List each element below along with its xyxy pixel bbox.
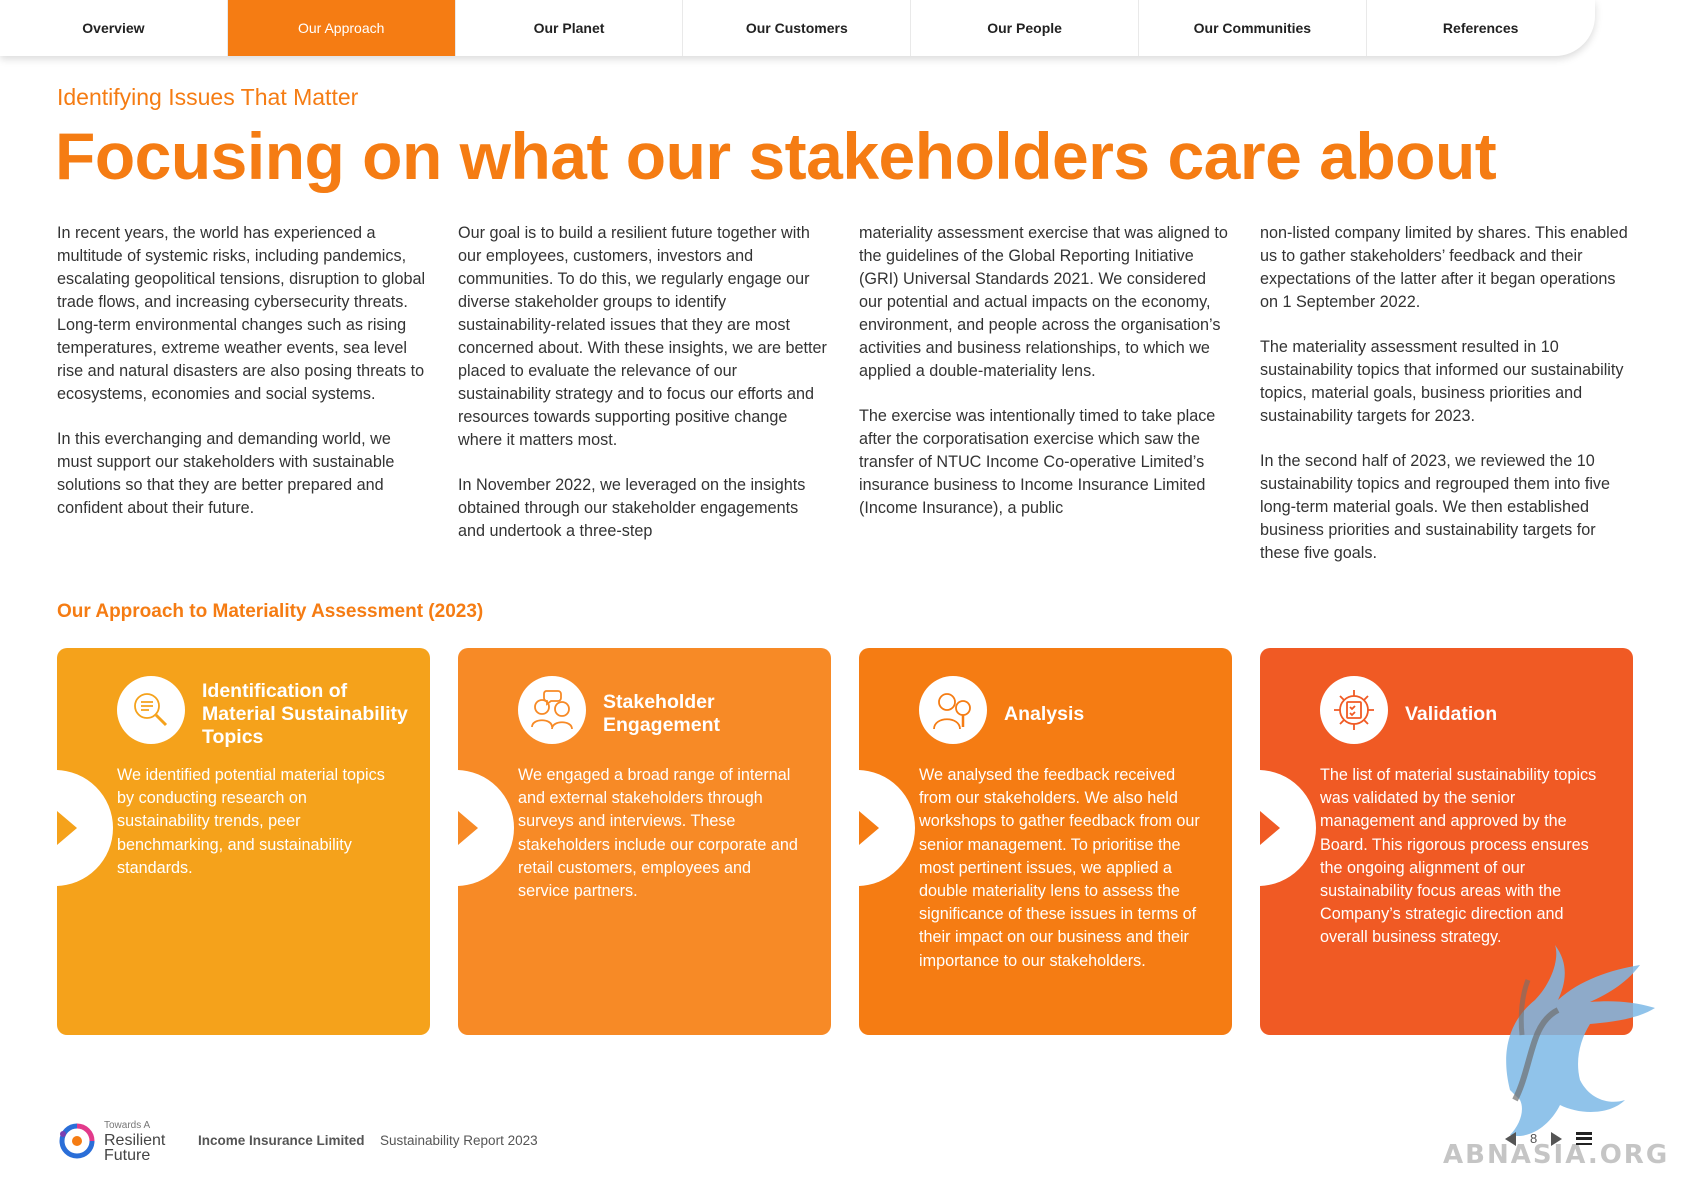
text-column-3: materiality assessment exercise that was…: [859, 222, 1229, 542]
nav-tab-references[interactable]: References: [1442, 20, 1519, 36]
previous-page-icon[interactable]: [1505, 1131, 1516, 1146]
card-body: The list of material sustainability topi…: [1320, 766, 1597, 947]
card-title: Validation: [1405, 702, 1498, 725]
card-body: We identified potential material topics …: [117, 766, 385, 877]
gear-checklist-icon: [1320, 676, 1388, 744]
logo-line-1: Resilient: [104, 1132, 166, 1149]
text-column-2: Our goal is to build a resilient future …: [458, 222, 828, 565]
nav-tab-overview[interactable]: Overview: [0, 0, 228, 56]
card-title: Stakeholder Engagement: [603, 691, 721, 736]
page-kicker: Identifying Issues That Matter: [57, 84, 359, 110]
paragraph: The materiality assessment resulted in 1…: [1260, 338, 1624, 425]
card-title: Identification of Material Sustainabilit…: [202, 679, 408, 748]
card-body: We analysed the feedback received from o…: [919, 766, 1200, 970]
logo-line-2: Future: [104, 1147, 151, 1164]
logo-wordmark: Towards A Resilient Future: [104, 1118, 166, 1164]
report-name: Sustainability Report 2023: [380, 1133, 538, 1148]
nav-tab-our-planet[interactable]: Our Planet: [456, 0, 684, 56]
menu-icon[interactable]: [1576, 1132, 1593, 1145]
chevron-right-icon: [859, 811, 879, 845]
footer-logo: Towards A Resilient Future: [56, 1118, 166, 1164]
chevron-right-icon: [1260, 811, 1280, 845]
top-navigation: Overview Our Approach Our Planet Our Cus…: [0, 0, 1595, 56]
paragraph: materiality assessment exercise that was…: [859, 224, 1228, 380]
watermark-griffin-icon: [1506, 945, 1655, 1136]
magnifier-document-icon: [117, 676, 185, 744]
paragraph: The exercise was intentionally timed to …: [859, 407, 1216, 517]
page-title: Focusing on what our stakeholders care a…: [55, 119, 1497, 193]
resilient-future-logo-icon: [59, 1123, 95, 1158]
approach-card-validation: Validation The list of material sustaina…: [1260, 648, 1633, 1035]
people-conversation-icon: [518, 676, 586, 744]
card-title: Analysis: [1004, 702, 1085, 725]
nav-tab-our-approach[interactable]: Our Approach: [227, 0, 456, 56]
nav-tab-our-communities[interactable]: Our Communities: [1139, 0, 1367, 56]
paragraph: In recent years, the world has experienc…: [57, 224, 426, 403]
paragraph: non-listed company limited by shares. Th…: [1260, 224, 1628, 311]
page-number: 8: [1530, 1131, 1538, 1146]
logo-tagline: Towards A: [104, 1120, 151, 1131]
company-name: Income Insurance Limited: [198, 1133, 365, 1148]
chevron-right-icon: [458, 811, 478, 845]
paragraph: In November 2022, we leveraged on the in…: [458, 476, 806, 540]
paragraph: Our goal is to build a resilient future …: [458, 224, 827, 449]
page-navigation: 8: [1505, 1131, 1593, 1146]
paragraph: In the second half of 2023, we reviewed …: [1260, 452, 1611, 562]
text-column-4: non-listed company limited by shares. Th…: [1260, 222, 1636, 587]
approach-card-identification: Identification of Material Sustainabilit…: [57, 648, 430, 1035]
approach-card-analysis: Analysis We analysed the feedback receiv…: [859, 648, 1232, 1035]
text-column-1: In recent years, the world has experienc…: [57, 222, 427, 542]
approach-section-title: Our Approach to Materiality Assessment (…: [57, 601, 484, 622]
nav-tab-our-people[interactable]: Our People: [911, 0, 1139, 56]
chevron-right-icon: [57, 811, 77, 845]
nav-tab-our-customers[interactable]: Our Customers: [683, 0, 912, 56]
card-body: We engaged a broad range of internal and…: [518, 766, 798, 901]
next-page-icon[interactable]: [1551, 1131, 1563, 1146]
paragraph: In this everchanging and demanding world…: [57, 430, 395, 517]
person-magnifier-icon: [919, 676, 987, 744]
approach-card-stakeholder-engagement: Stakeholder Engagement We engaged a broa…: [458, 648, 831, 1035]
